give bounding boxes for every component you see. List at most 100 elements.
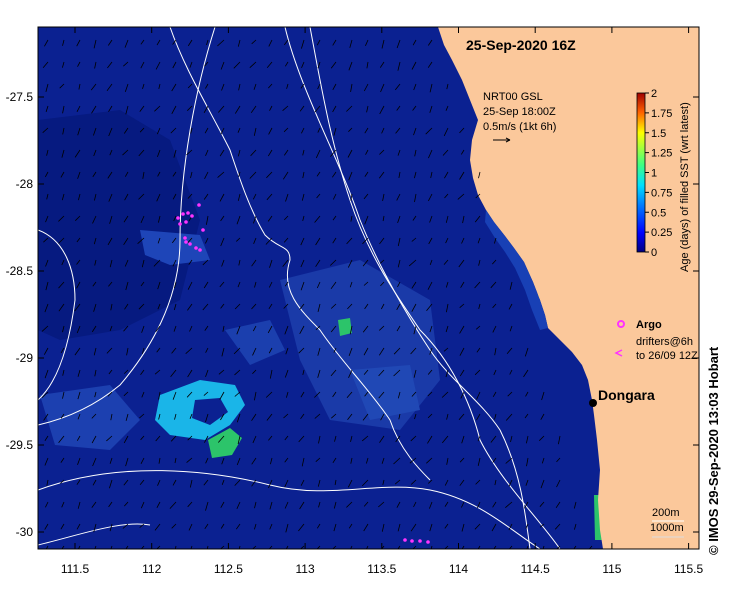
current-vector <box>525 479 529 486</box>
current-vector <box>492 325 497 333</box>
current-vector <box>349 325 353 335</box>
current-vector <box>509 281 513 290</box>
current-vector <box>170 127 177 134</box>
current-vector <box>461 501 465 508</box>
current-vector <box>46 479 49 486</box>
current-vector <box>139 105 145 112</box>
current-vector <box>76 39 81 47</box>
contour-west <box>38 229 76 401</box>
current-vector <box>254 501 257 509</box>
current-vector <box>379 149 385 155</box>
current-vector <box>45 545 49 549</box>
current-vector <box>443 347 449 352</box>
contour-deep <box>38 27 216 426</box>
dongara-marker <box>589 399 597 407</box>
current-vector <box>91 501 97 508</box>
current-vector <box>76 435 81 441</box>
current-vector <box>505 501 513 509</box>
map-title: 25-Sep-2020 16Z <box>466 37 576 53</box>
current-vector <box>398 413 401 420</box>
current-vector <box>283 127 289 133</box>
current-vector <box>137 237 145 244</box>
current-vector <box>459 325 465 334</box>
current-vector <box>222 325 225 332</box>
current-vector <box>93 303 97 312</box>
current-vector <box>413 369 417 378</box>
current-vector <box>412 215 417 221</box>
current-vector <box>217 435 225 443</box>
current-vector <box>298 435 305 443</box>
current-vector <box>204 61 209 67</box>
current-vector <box>508 303 513 310</box>
current-vector <box>284 435 289 441</box>
current-vector <box>457 193 465 200</box>
current-vector <box>153 259 161 267</box>
current-vector <box>573 545 577 549</box>
current-vector <box>173 325 177 332</box>
current-vector <box>234 391 241 397</box>
argo-point <box>190 214 194 218</box>
current-vector <box>219 149 225 157</box>
current-vector <box>234 303 241 310</box>
current-vector <box>443 259 449 265</box>
colorbar-tick-label: 1.75 <box>651 108 672 120</box>
current-vector <box>124 369 129 374</box>
current-vector <box>317 303 321 312</box>
current-info-line1: NRT00 GSL <box>483 91 543 103</box>
current-vector <box>204 325 209 331</box>
current-vector <box>300 237 305 246</box>
current-vector <box>346 501 353 508</box>
current-vector <box>77 413 81 420</box>
current-vector <box>446 457 449 465</box>
current-vector <box>348 127 353 132</box>
current-vector <box>172 171 177 177</box>
current-vector <box>140 435 145 441</box>
current-vector <box>408 259 417 267</box>
current-vector <box>205 347 209 353</box>
current-vector <box>217 171 225 178</box>
current-vector <box>494 347 497 356</box>
current-vector <box>300 83 305 89</box>
current-vector <box>156 501 161 508</box>
current-vector <box>364 127 369 134</box>
current-vector <box>125 281 129 291</box>
current-vector <box>396 193 401 201</box>
current-vector <box>44 369 49 379</box>
current-vector <box>203 105 209 113</box>
current-vector <box>251 303 257 310</box>
x-tick-label: 114 <box>449 562 468 576</box>
current-vector <box>205 83 209 89</box>
current-vector <box>300 391 305 398</box>
current-vector <box>157 237 161 244</box>
x-tick-label: 115.5 <box>674 562 703 576</box>
current-vector <box>459 347 465 356</box>
current-vector <box>123 127 129 134</box>
current-vector <box>268 479 273 489</box>
argo-point <box>418 539 422 543</box>
current-vector <box>285 193 289 202</box>
current-vector <box>363 281 369 286</box>
current-vector <box>317 347 321 356</box>
current-vector <box>526 457 529 467</box>
current-vector <box>269 259 273 268</box>
current-vector <box>366 105 369 113</box>
current-vector <box>269 105 273 111</box>
current-vector <box>427 435 433 444</box>
current-vector <box>220 303 225 309</box>
current-vector <box>333 127 337 136</box>
current-vector <box>92 479 97 486</box>
current-vector <box>205 369 209 378</box>
current-vector <box>348 369 353 378</box>
current-vector <box>253 237 257 244</box>
current-vector <box>108 501 113 508</box>
current-vector <box>349 39 353 48</box>
current-vector <box>62 391 65 399</box>
current-vector <box>556 479 561 488</box>
current-vector <box>189 479 193 488</box>
current-vector <box>285 347 289 355</box>
current-vector <box>141 259 145 268</box>
current-vector <box>284 281 289 287</box>
current-vector <box>253 83 257 90</box>
y-tick-label: -27.5 <box>6 90 34 104</box>
current-vector <box>285 545 289 549</box>
